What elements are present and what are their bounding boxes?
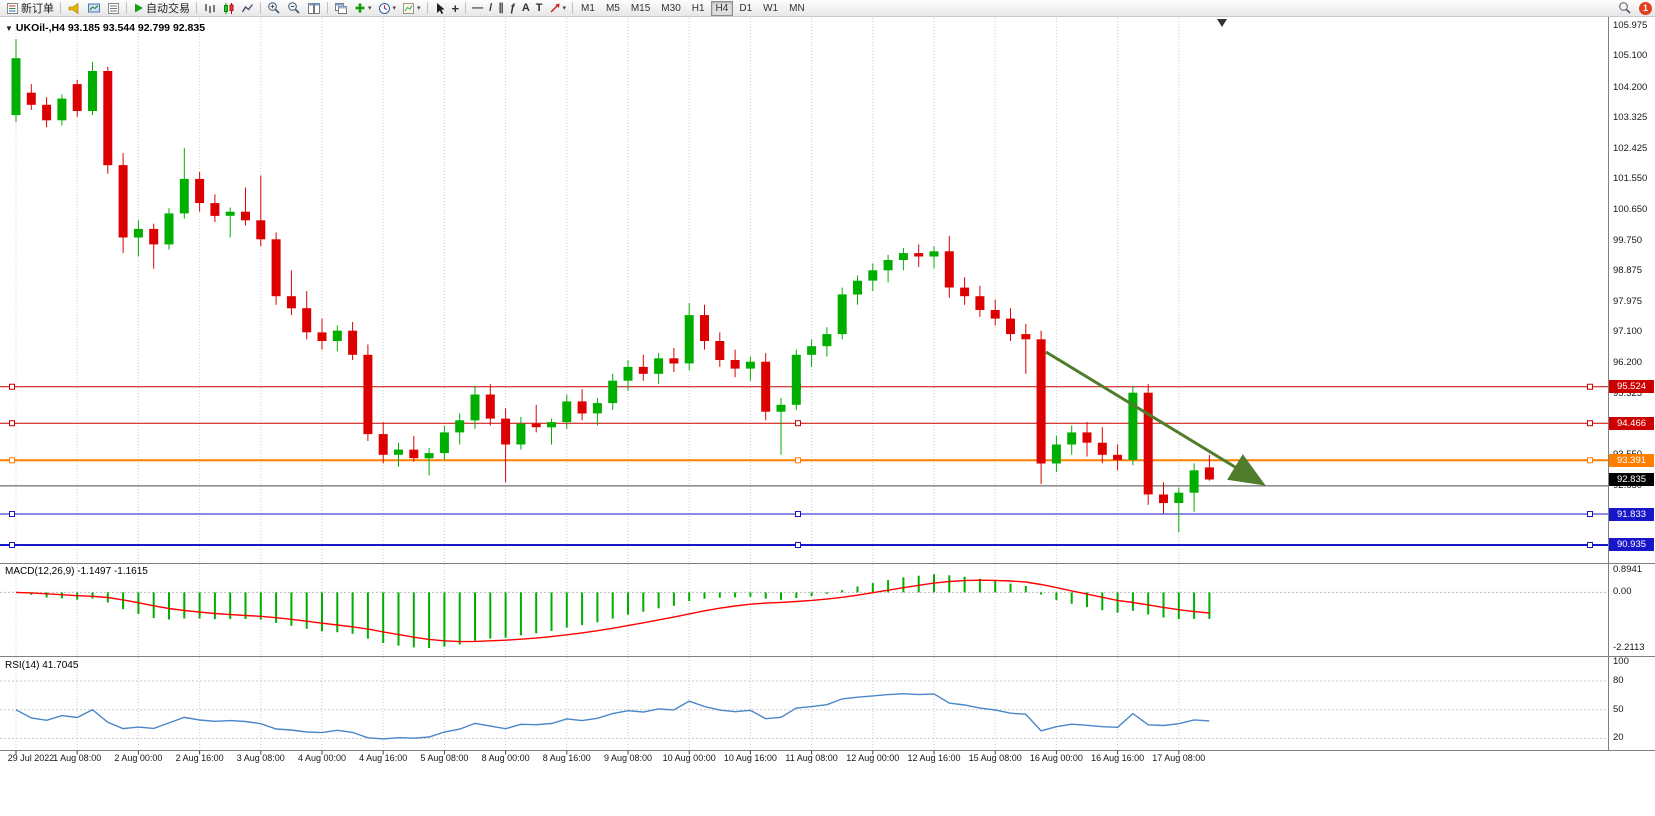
tf-button-M30[interactable]: M30 (656, 1, 685, 16)
toolbar-separator (126, 2, 127, 14)
rsi-indicator-label: RSI(14) 41.7045 (5, 660, 79, 671)
tf-button-D1[interactable]: D1 (734, 1, 757, 16)
text-tool-icon: A (521, 1, 530, 14)
zoom-out-button[interactable] (284, 0, 304, 16)
period-button[interactable]: ▾ (375, 0, 400, 16)
search-button[interactable] (1615, 0, 1635, 16)
channel-tool-button[interactable]: ∥ (495, 0, 507, 16)
chart-title: UKOil-,H4 93.185 93.544 92.799 92.835 (15, 22, 206, 34)
play-icon (135, 3, 143, 13)
candles-layer (11, 39, 1214, 533)
macd-layer (0, 574, 1608, 648)
new-order-icon (7, 2, 18, 14)
tf-button-M1[interactable]: M1 (576, 1, 600, 16)
crosshair-icon: + (451, 0, 460, 16)
candlestick-chart-button[interactable] (219, 0, 238, 16)
macd-panel-splitter[interactable] (0, 561, 1655, 566)
label-tool-button[interactable]: T (533, 0, 546, 16)
tf-button-H1[interactable]: H1 (687, 1, 710, 16)
chevron-down-icon: ▾ (562, 5, 567, 12)
add-indicator-button[interactable]: ▾ (351, 0, 375, 16)
search-icon (1619, 2, 1631, 14)
chevron-down-icon: ▾ (392, 5, 397, 12)
template-icon (403, 2, 415, 14)
bar-chart-button[interactable] (200, 0, 219, 16)
trendline-tool-button[interactable]: / (486, 0, 495, 16)
toolbar-separator (572, 2, 574, 14)
plus-icon (355, 3, 365, 13)
monitor-icon (88, 3, 100, 12)
chevron-down-icon: ▾ (417, 5, 421, 12)
new-order-button[interactable]: 新订单 (3, 0, 57, 16)
zoom-in-icon (268, 2, 280, 14)
chart-shift-marker[interactable] (1217, 19, 1227, 27)
notification-badge[interactable]: 1 (1639, 1, 1652, 15)
clock-icon (378, 2, 390, 14)
label-tool-icon: T (535, 1, 543, 14)
cursor-icon (436, 2, 445, 14)
timeframe-group: M1 M5 M15 M30 H1 H4 D1 W1 MN (576, 0, 810, 16)
toolbar-separator (60, 2, 61, 14)
grid-layer (15, 18, 1180, 750)
auto-trading-button[interactable]: 自动交易 (130, 0, 193, 16)
arrow-shape-icon (549, 3, 560, 13)
text-tool-button[interactable]: A (519, 0, 533, 16)
fibonacci-icon: ƒ (509, 1, 516, 14)
horn-icon (68, 2, 79, 14)
toolbar-separator (196, 2, 197, 14)
tf-button-W1[interactable]: W1 (758, 1, 783, 16)
chart-header: ▼ UKOil-,H4 93.185 93.544 92.799 92.835 (5, 22, 205, 34)
template-button[interactable]: ▾ (399, 0, 424, 16)
list-icon (108, 2, 119, 14)
toolbar-separator (426, 2, 428, 14)
hline-tool-button[interactable]: — (469, 0, 486, 16)
macd-indicator-label: MACD(12,26,9) -1.1497 -1.1615 (5, 566, 148, 577)
toolbar-separator (260, 2, 261, 14)
new-order-label: 新订单 (21, 3, 54, 15)
alerts-button[interactable] (64, 0, 84, 16)
market-data-button[interactable] (104, 0, 123, 16)
fibonacci-tool-button[interactable]: ƒ (507, 0, 519, 16)
toolbar-separator (327, 2, 328, 14)
frame-layer (0, 17, 1655, 755)
rsi-panel-splitter[interactable] (0, 654, 1655, 659)
toolbar-separator (465, 2, 467, 14)
line-chart-button[interactable] (238, 0, 257, 16)
candlestick-icon (224, 2, 234, 14)
cursor-button[interactable] (431, 0, 449, 16)
rsi-layer (0, 680, 1608, 740)
tile-windows-button[interactable] (304, 0, 324, 16)
line-chart-icon (241, 3, 254, 12)
tf-button-MN[interactable]: MN (784, 1, 810, 16)
zoom-in-button[interactable] (264, 0, 284, 16)
cascade-windows-icon (335, 2, 347, 14)
time-axis[interactable] (0, 750, 1608, 768)
chart-collapse-icon[interactable]: ▼ (5, 23, 13, 33)
shapes-tool-button[interactable]: ▾ (546, 0, 570, 16)
channel-icon: ∥ (498, 1, 504, 14)
tf-button-M5[interactable]: M5 (601, 1, 625, 16)
tf-button-H4[interactable]: H4 (710, 0, 734, 16)
price-axis[interactable] (1608, 17, 1655, 750)
chevron-down-icon: ▾ (368, 5, 372, 12)
cascade-windows-button[interactable] (331, 0, 351, 16)
tile-windows-icon (308, 2, 320, 14)
chart-window-button[interactable] (84, 0, 104, 16)
hline-icon: — (472, 1, 484, 14)
auto-trading-label: 自动交易 (146, 3, 190, 15)
bar-chart-icon (205, 3, 215, 13)
trendline-icon: / (489, 1, 493, 14)
tf-button-M15[interactable]: M15 (626, 1, 655, 16)
toolbar: 新订单 自动交易 (0, 0, 1655, 17)
zoom-out-icon (288, 2, 300, 14)
toolbar-right-group: 1 (1615, 0, 1652, 16)
crosshair-button[interactable]: + (449, 0, 463, 16)
trend-arrow (1045, 350, 1266, 486)
hlines-layer (0, 383, 1608, 548)
